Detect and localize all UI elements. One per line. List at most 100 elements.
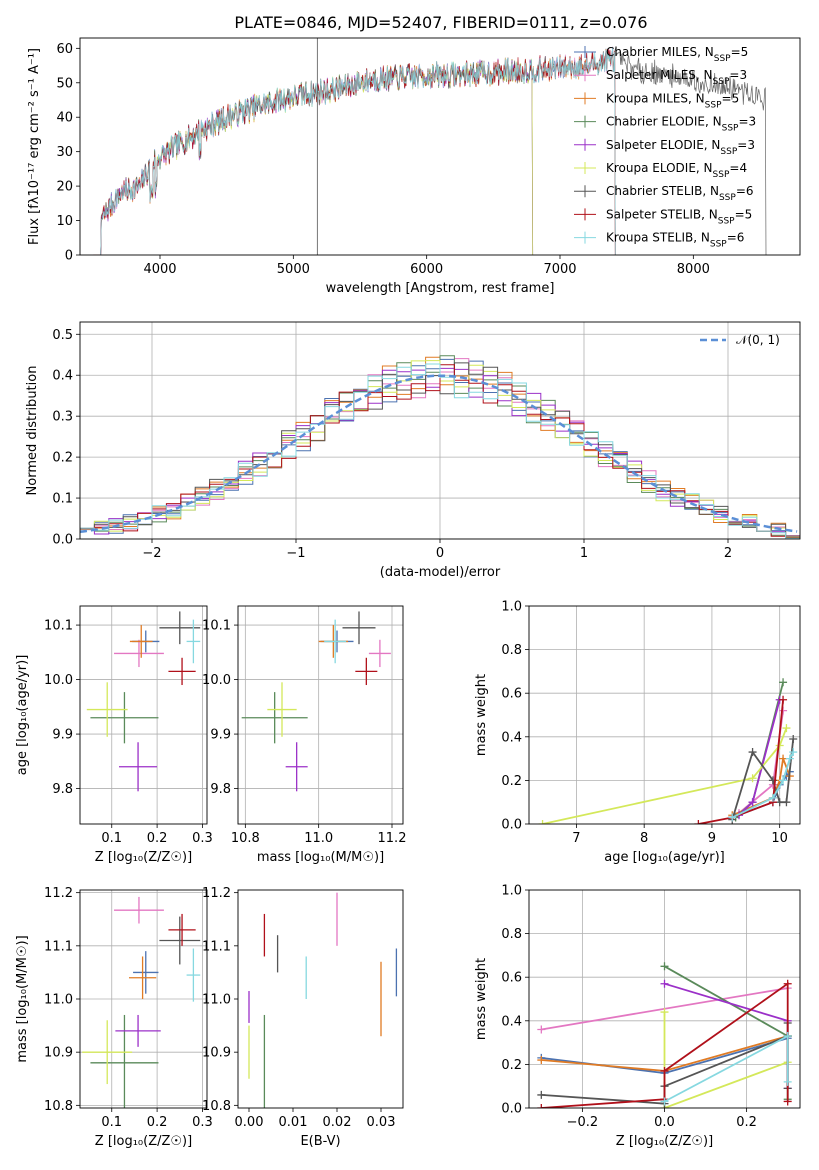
errorbar-point-salpeter-elodie (119, 742, 158, 792)
ebv_mass-plot-area (248, 892, 398, 1108)
errorbar-point-kroupa-stelib (324, 619, 347, 664)
y-tick-label: 40 (56, 111, 73, 126)
y-tick-label: 10.1 (202, 619, 231, 634)
legend-entry: Chabrier MILES, NSSP=5 (606, 45, 748, 64)
age_weight-plot-area (529, 606, 800, 824)
y-tick-label: 20 (56, 180, 73, 195)
x-tick-label: −2 (142, 546, 161, 561)
y-tick-label: 11.2 (44, 886, 73, 901)
y-tick-label: 0 (65, 249, 73, 264)
spectrum-line-kroupa-stelib (100, 46, 616, 255)
weight-marker (768, 793, 777, 802)
y-tick-label: 10.9 (44, 1046, 73, 1061)
y-tick-label: 0.4 (501, 1014, 522, 1029)
y-tick-label: 0.3 (52, 410, 73, 425)
spectrum-line-salpeter-elodie (100, 57, 534, 255)
weight-marker (538, 820, 547, 824)
weight-marker (782, 798, 791, 807)
weight-marker (748, 798, 757, 807)
weight-marker (789, 734, 798, 743)
z_age-frame (79, 605, 208, 825)
y-tick-label: 30 (56, 145, 73, 160)
y-tick-label: 9.8 (210, 782, 231, 797)
x-axis-label: Z [log₁₀(Z/Z☉)] (95, 1134, 192, 1149)
y-tick-label: 9.8 (52, 782, 73, 797)
y-axis-label: mass weight (474, 674, 489, 756)
age_weight-frame (528, 605, 801, 825)
weight-marker (537, 1090, 546, 1099)
spectrum-panel: 4000 5000 6000 7000 8000 0 10 20 30 40 50 60 wavelen… (27, 37, 801, 296)
x-tick-label: −0.2 (567, 1115, 599, 1130)
errorbar-point-chabrier-elodie (90, 1014, 159, 1108)
residuals-panel: −2 −1 0 1 2 0.0 0.1 0.2 0.3 0.4 0.5 (data-model)/er… (25, 321, 801, 580)
weight-marker (779, 776, 788, 785)
y-tick-label: 60 (56, 42, 73, 57)
x-tick-label: 10 (771, 831, 788, 846)
weight-marker (694, 820, 703, 824)
x-tick-label: 6000 (410, 262, 443, 277)
x-tick-label: 10.8 (231, 831, 260, 846)
x-tick-label: −1 (286, 546, 305, 561)
errorbar-point-kroupa-stelib (186, 619, 201, 664)
z_age-plot-area (80, 606, 207, 824)
weight-marker (785, 754, 794, 763)
y-axis-label: mass [log₁₀(M/M☉)] (15, 935, 30, 1062)
errorbar-point-salpeter-stelib (168, 913, 196, 946)
legend-entry: Chabrier ELODIE, NSSP=3 (606, 115, 756, 134)
errorbar-point-kroupa-elodie (82, 1020, 133, 1085)
weight-marker (660, 1066, 669, 1075)
z_weight-panel: −0.2 0.0 0.2 0.0 0.2 0.4 0.6 0.8 1.0 Z [log₁₀(Z/Z… (474, 884, 801, 1149)
errorbar-point-chabrier-elodie (241, 692, 308, 744)
errorbar-point-salpeter-elodie (285, 742, 308, 792)
spectrum-line-chabrier-elodie (100, 58, 534, 255)
x-axis-label: mass [log₁₀(M/M☉)] (257, 850, 384, 865)
weight-marker (783, 1032, 792, 1041)
errorbar-point-salpeter-miles (114, 639, 164, 668)
x-tick-label: 0.00 (235, 1115, 264, 1130)
errorbar-point-kroupa-miles (129, 625, 153, 658)
errorbar-point-salpeter-elodie (115, 1014, 161, 1047)
x-tick-label: 0.02 (323, 1115, 352, 1130)
errorbar-point-kroupa-elodie (86, 682, 128, 737)
x-tick-label: 11.2 (378, 831, 407, 846)
y-axis-label: Flux [fλ10⁻¹⁷ erg cm⁻² s⁻¹ A⁻¹] (27, 48, 42, 245)
y-tick-label: 0.0 (501, 1102, 522, 1117)
z_mass-plot-area (80, 890, 207, 1108)
y-tick-label: 0.4 (501, 730, 522, 745)
mass_age-panel: 10.8 11.0 11.2 9.8 9.9 10.0 10.1 mass [log₁₀(M/… (202, 605, 407, 865)
weight-line-kroupa-elodie (542, 727, 788, 824)
errorbar-point-chabrier-stelib (159, 916, 201, 965)
errorbar-point-kroupa-stelib (186, 948, 201, 1002)
spectrum-frame (79, 37, 801, 256)
weight-marker (537, 1104, 546, 1108)
errorbar-point-salpeter-miles (368, 639, 391, 668)
y-tick-label: 0.6 (501, 971, 522, 986)
x-axis-label: wavelength [Angstrom, rest frame] (326, 281, 555, 296)
y-tick-label: 9.9 (52, 728, 73, 743)
y-tick-label: 10.0 (44, 673, 73, 688)
x-tick-label: 5000 (277, 262, 310, 277)
x-axis-label: E(B-V) (300, 1134, 340, 1149)
errorbar-point-kroupa-miles (128, 956, 157, 999)
y-tick-label: 0.8 (501, 643, 522, 658)
x-tick-label: 0.03 (367, 1115, 396, 1130)
mass_age-plot-area (238, 606, 403, 824)
y-tick-label: 9.9 (210, 728, 231, 743)
age_weight-panel: 7 8 9 10 0.0 0.2 0.4 0.6 0.8 1.0 age [log₁₀(age/yr… (474, 600, 801, 865)
weight-marker (779, 695, 788, 704)
weight-marker (660, 962, 669, 971)
y-tick-label: 1.0 (501, 600, 522, 615)
errorbar-point-chabrier-miles (133, 951, 159, 994)
weight-marker (537, 1025, 546, 1034)
x-axis-label: (data-model)/error (380, 565, 501, 580)
weight-line-kroupa-elodie (663, 1012, 789, 1108)
legend-entry: Salpeter MILES, NSSP=3 (606, 68, 747, 87)
x-tick-label: 4000 (143, 262, 176, 277)
y-tick-label: 10.1 (44, 619, 73, 634)
weight-marker (782, 724, 791, 733)
weight-marker (783, 979, 792, 988)
x-tick-label: 7000 (543, 262, 576, 277)
z_weight-frame (528, 889, 801, 1109)
y-tick-label: 0.4 (52, 369, 73, 384)
